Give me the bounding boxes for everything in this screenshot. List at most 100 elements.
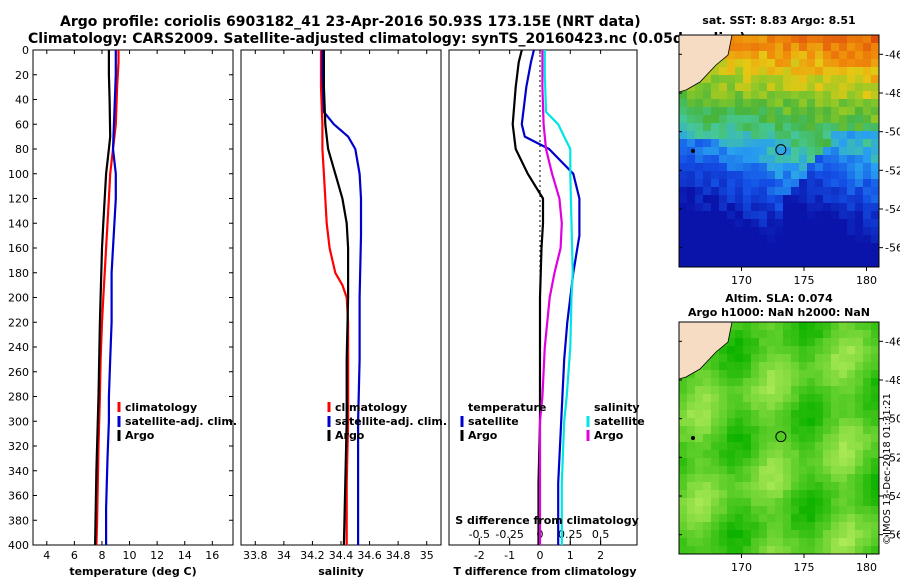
- sla-cell: [727, 434, 736, 443]
- sst-cell: [759, 99, 768, 108]
- sst-cell: [855, 219, 864, 228]
- sst-cell: [807, 67, 816, 76]
- sla-cell: [839, 482, 848, 491]
- sst-cell: [719, 187, 728, 196]
- sst-cell: [727, 83, 736, 92]
- sla-cell: [799, 482, 808, 491]
- sst-cell: [799, 67, 808, 76]
- sst-cell: [751, 83, 760, 92]
- sst-cell: [783, 203, 792, 212]
- sst-cell: [847, 171, 856, 180]
- sla-cell: [743, 522, 752, 531]
- sla-cell: [679, 466, 688, 475]
- sla-cell: [719, 394, 728, 403]
- lat-tick-label: -56: [885, 242, 900, 255]
- sst-cell: [767, 219, 776, 228]
- sla-cell: [743, 346, 752, 355]
- sla-cell: [823, 386, 832, 395]
- s-tick-label: 0.25: [558, 528, 583, 541]
- sla-cell: [703, 474, 712, 483]
- sla-cell: [847, 506, 856, 515]
- sla-cell: [799, 450, 808, 459]
- sst-cell: [751, 219, 760, 228]
- sla-cell: [719, 354, 728, 363]
- depth-tick-label: 220: [8, 316, 29, 329]
- sla-cell: [791, 370, 800, 379]
- sla-cell: [863, 354, 872, 363]
- sla-cell: [775, 386, 784, 395]
- sst-cell: [743, 115, 752, 124]
- sla-cell: [727, 538, 736, 547]
- sst-cell: [695, 235, 704, 244]
- sst-cell: [807, 147, 816, 156]
- sst-cell: [743, 59, 752, 68]
- temperature-x-axis: 4 6 8 10 12 14 16: [43, 50, 219, 562]
- sla-cell: [727, 466, 736, 475]
- sst-cell: [791, 51, 800, 60]
- sla-cell: [807, 338, 816, 347]
- sst-cell: [863, 187, 872, 196]
- x-tick-label: 4: [43, 549, 50, 562]
- sla-cell: [831, 442, 840, 451]
- sst-cell: [815, 203, 824, 212]
- sst-cell: [711, 179, 720, 188]
- sla-cell: [855, 474, 864, 483]
- sst-cell: [783, 155, 792, 164]
- sla-cell: [855, 522, 864, 531]
- sst-cell: [759, 187, 768, 196]
- sla-cell: [783, 394, 792, 403]
- sla-cell: [815, 378, 824, 387]
- sla-cell: [759, 434, 768, 443]
- sst-cell: [759, 107, 768, 116]
- sst-cell: [855, 179, 864, 188]
- depth-tick-label: 200: [8, 292, 29, 305]
- sla-cell: [815, 370, 824, 379]
- sst-cell: [831, 107, 840, 116]
- sst-cell: [719, 107, 728, 116]
- sla-cell: [719, 506, 728, 515]
- sst-cell: [783, 75, 792, 84]
- sla-cell: [863, 522, 872, 531]
- sla-cell: [815, 482, 824, 491]
- coastline-new-zealand: [679, 322, 733, 380]
- sla-cell: [847, 354, 856, 363]
- sst-cell: [807, 219, 816, 228]
- sla-cell: [767, 370, 776, 379]
- sla-cell: [855, 330, 864, 339]
- sst-cell: [719, 115, 728, 124]
- sst-cell: [791, 203, 800, 212]
- sla-cell: [695, 378, 704, 387]
- sst-cell: [711, 195, 720, 204]
- sla-cell: [783, 330, 792, 339]
- sst-cell: [839, 83, 848, 92]
- sst-cell: [767, 123, 776, 132]
- sst-cell: [839, 259, 848, 267]
- sst-cell: [823, 163, 832, 172]
- sst-cell: [735, 187, 744, 196]
- sst-cell: [743, 259, 752, 267]
- sla-cell: [719, 418, 728, 427]
- sst-cell: [871, 163, 879, 172]
- sst-cell: [871, 139, 879, 148]
- sla-cell: [743, 402, 752, 411]
- sla-cell: [735, 538, 744, 547]
- sla-cell: [687, 442, 696, 451]
- depth-tick-label: 180: [8, 267, 29, 280]
- sla-cell: [719, 514, 728, 523]
- sla-cell: [783, 498, 792, 507]
- sst-cell: [751, 59, 760, 68]
- sst-cell: [823, 195, 832, 204]
- sst-cell: [743, 67, 752, 76]
- s-tick-label: 0.5: [592, 528, 610, 541]
- sla-cell: [687, 490, 696, 499]
- sst-cell: [751, 211, 760, 220]
- sst-cell: [759, 139, 768, 148]
- sla-cell: [711, 498, 720, 507]
- sla-cell: [783, 418, 792, 427]
- sst-cell: [871, 259, 879, 267]
- sst-cell: [863, 107, 872, 116]
- depth-tick-label: 140: [8, 217, 29, 230]
- sst-cell: [855, 51, 864, 60]
- sla-cell: [847, 498, 856, 507]
- sst-cell: [695, 227, 704, 236]
